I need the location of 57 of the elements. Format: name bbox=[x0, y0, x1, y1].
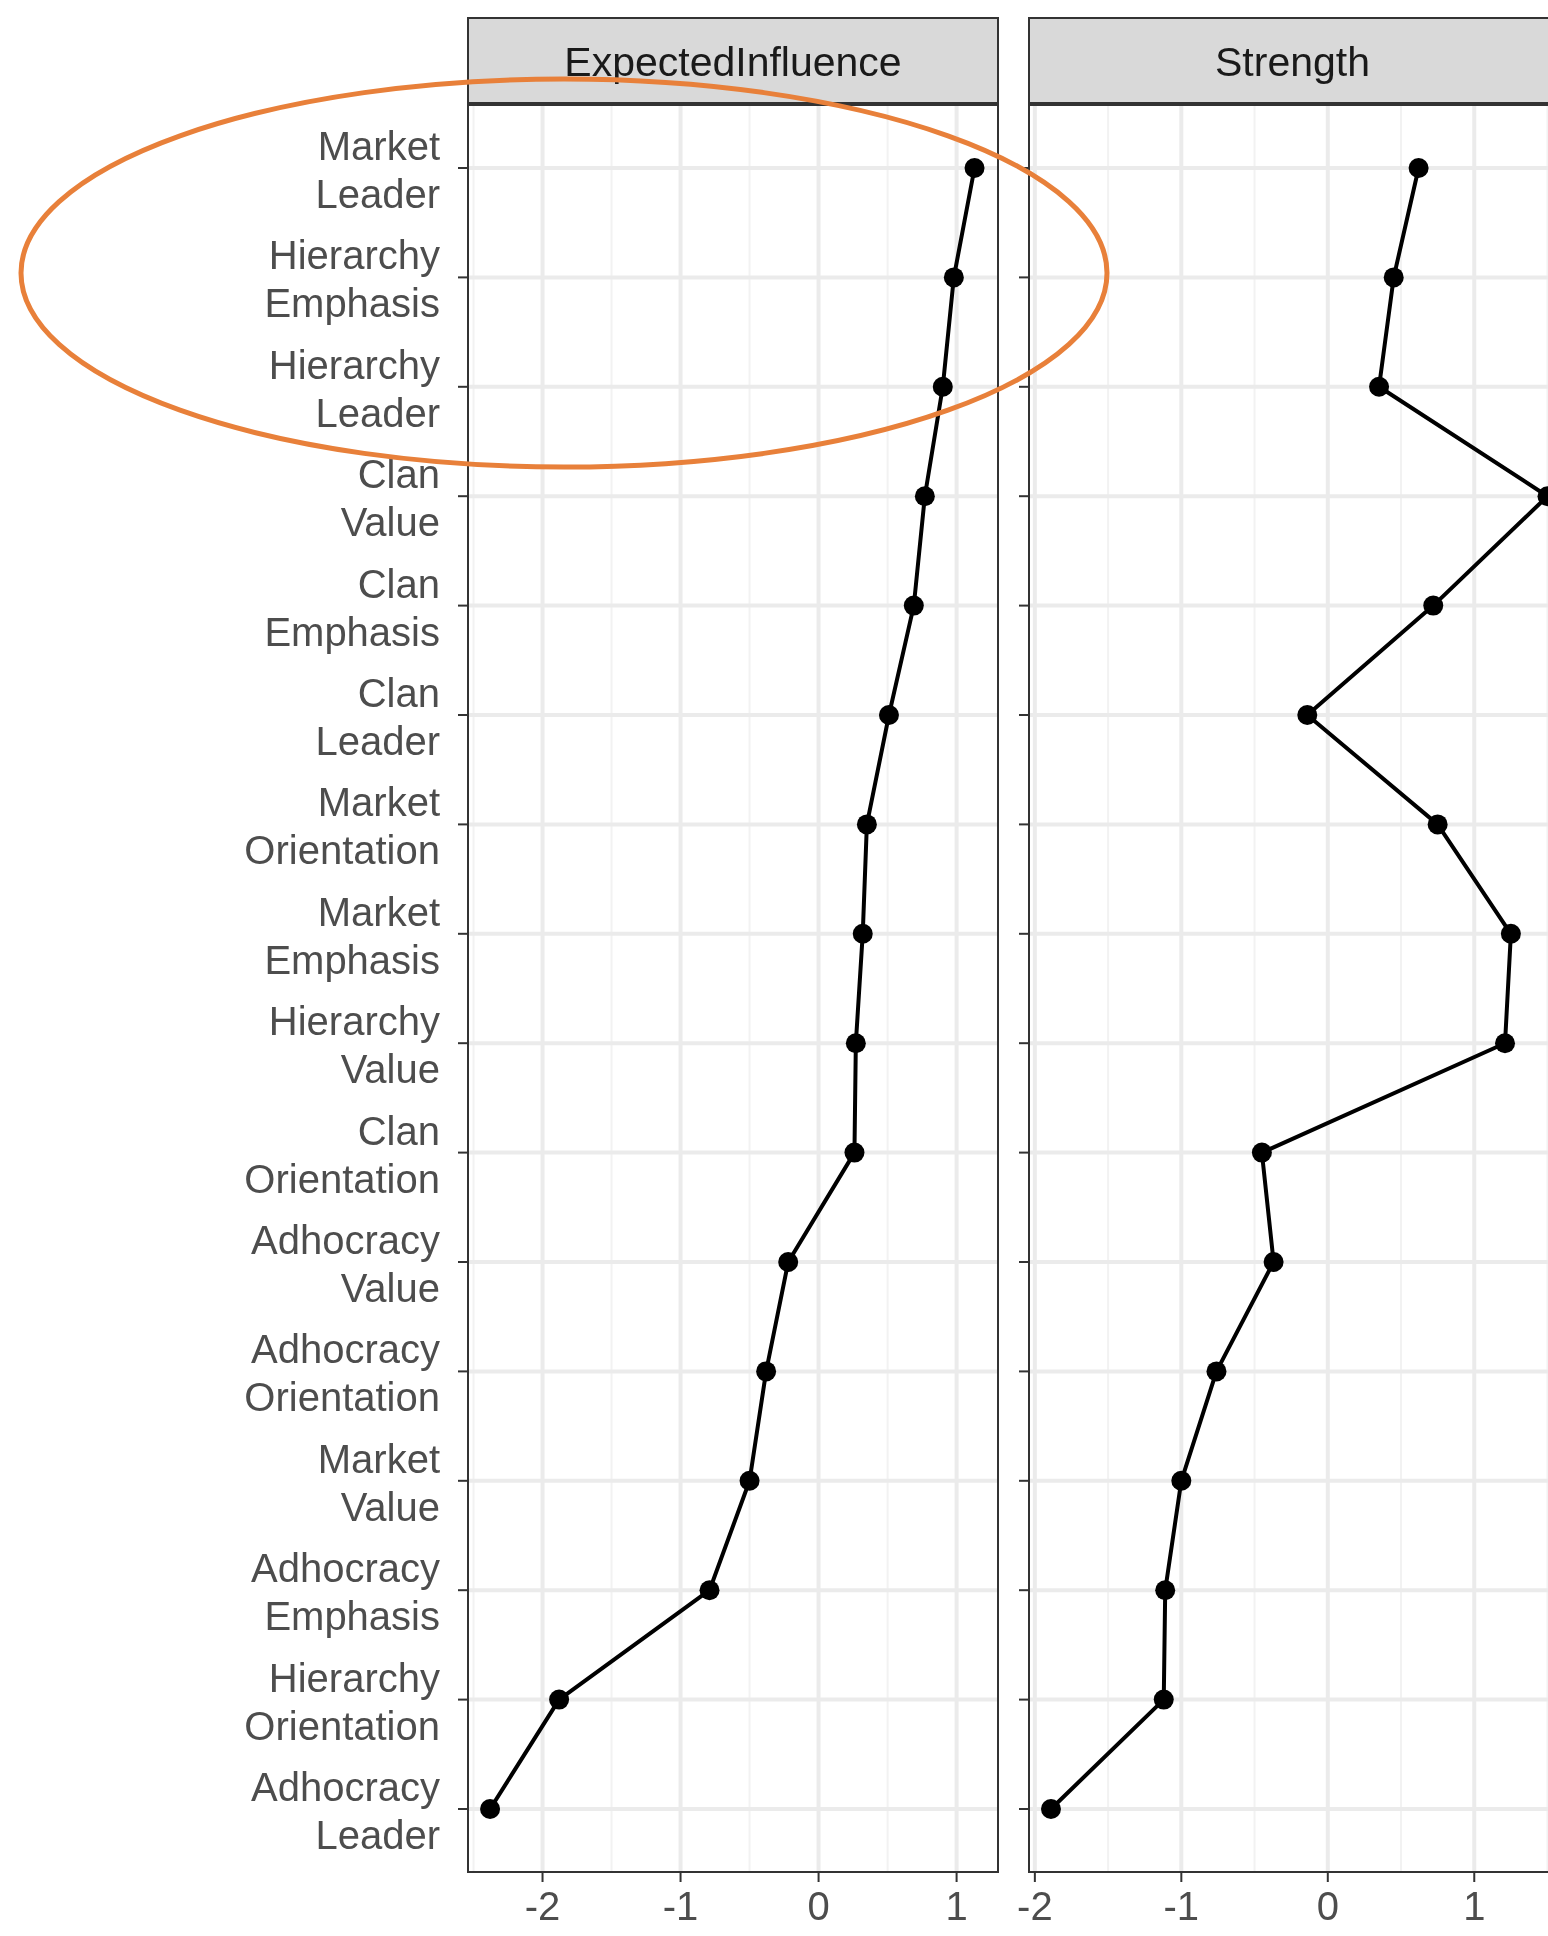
y-tick-label: Adhocracy Leader bbox=[251, 1765, 440, 1857]
y-tick-label: Market Emphasis bbox=[264, 889, 440, 982]
y-tick-label: Adhocracy Value bbox=[251, 1218, 440, 1310]
y-tick-label: Hierarchy Value bbox=[268, 999, 440, 1092]
y-tick-label: Hierarchy Leader bbox=[268, 342, 440, 435]
point bbox=[1251, 1142, 1272, 1163]
point bbox=[1171, 1470, 1192, 1491]
point bbox=[1500, 923, 1521, 944]
y-tick-label: Adhocracy Emphasis bbox=[251, 1546, 440, 1639]
point bbox=[878, 705, 899, 725]
point bbox=[1369, 376, 1390, 397]
x-tick-label: 0 bbox=[807, 1884, 830, 1928]
point bbox=[903, 595, 924, 616]
point bbox=[852, 923, 873, 944]
x-tick-label: -2 bbox=[1017, 1884, 1053, 1928]
point bbox=[1423, 595, 1444, 616]
point bbox=[1297, 705, 1318, 725]
point bbox=[856, 814, 877, 835]
y-tick-label: Clan Value bbox=[340, 452, 440, 545]
y-tick-label: Market Orientation bbox=[244, 780, 440, 873]
y-tick-label: Market Leader bbox=[315, 124, 440, 216]
point bbox=[739, 1470, 760, 1491]
y-tick-label: Hierarchy Orientation bbox=[244, 1655, 440, 1748]
point bbox=[1263, 1252, 1284, 1272]
point bbox=[778, 1252, 799, 1272]
y-tick-label: Clan Orientation bbox=[244, 1108, 440, 1201]
point bbox=[1040, 1799, 1061, 1819]
point bbox=[943, 267, 964, 288]
y-tick-label: Market Value bbox=[317, 1436, 440, 1529]
point bbox=[756, 1361, 777, 1382]
point bbox=[699, 1580, 720, 1601]
y-tick-label: Hierarchy Emphasis bbox=[264, 233, 440, 326]
x-tick-label: 1 bbox=[1463, 1884, 1486, 1928]
point bbox=[549, 1689, 570, 1710]
point bbox=[1427, 814, 1448, 835]
point bbox=[932, 376, 953, 397]
point bbox=[914, 486, 935, 507]
point bbox=[1408, 158, 1429, 178]
point bbox=[1153, 1689, 1174, 1710]
y-tick-label: Clan Emphasis bbox=[264, 561, 440, 654]
point bbox=[480, 1799, 501, 1819]
x-tick-label: -2 bbox=[524, 1884, 561, 1928]
y-tick-label: Adhocracy Orientation bbox=[244, 1327, 440, 1420]
x-tick-label: 1 bbox=[945, 1884, 968, 1928]
x-tick-label: -1 bbox=[662, 1884, 699, 1928]
y-tick-label: Clan Leader bbox=[315, 671, 440, 763]
chart-title: ExpectedInfluence bbox=[564, 38, 902, 85]
point bbox=[1155, 1580, 1176, 1601]
point bbox=[1383, 267, 1404, 288]
point bbox=[964, 158, 985, 178]
x-tick-label: -1 bbox=[1163, 1884, 1200, 1928]
point bbox=[1206, 1361, 1227, 1382]
x-tick-label: 0 bbox=[1316, 1884, 1339, 1928]
chart-title: Strength bbox=[1215, 38, 1370, 85]
point bbox=[845, 1033, 866, 1054]
point bbox=[844, 1142, 865, 1163]
point bbox=[1495, 1033, 1516, 1054]
